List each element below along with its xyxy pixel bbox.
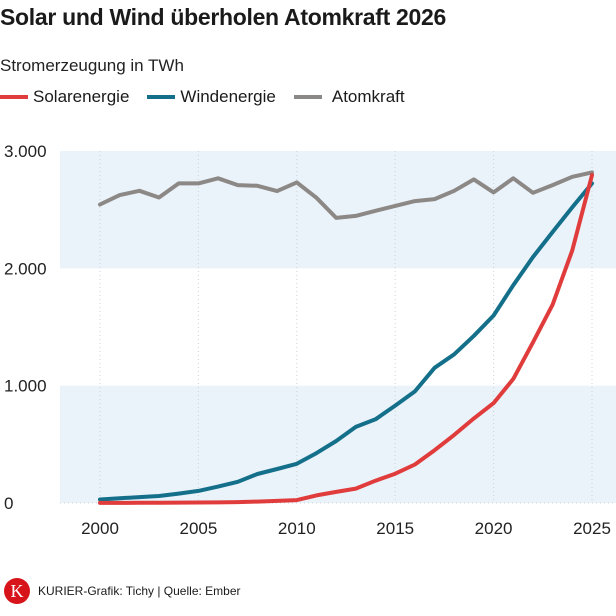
y-tick-label: 0 bbox=[4, 494, 13, 513]
y-tick-label: 1.000 bbox=[4, 377, 47, 396]
y-tick-label: 2.000 bbox=[4, 259, 47, 278]
x-tick-label: 2025 bbox=[573, 519, 611, 538]
chart-title: Solar und Wind überholen Atomkraft 2026 bbox=[0, 4, 447, 30]
legend-item-solar: Solarenergie bbox=[0, 87, 129, 107]
legend: Solarenergie Windenergie Atomkraft bbox=[0, 87, 423, 107]
y-tick-label: 3.000 bbox=[4, 142, 47, 161]
series-line-windenergie bbox=[98, 181, 594, 502]
x-tick-label: 2000 bbox=[81, 519, 119, 538]
x-tick-label: 2010 bbox=[278, 519, 316, 538]
legend-swatch bbox=[147, 95, 176, 99]
footer: K KURIER-Grafik: Tichy | Quelle: Ember bbox=[4, 578, 241, 604]
grid-band bbox=[60, 385, 616, 503]
x-tick-label: 2005 bbox=[179, 519, 217, 538]
legend-swatch bbox=[293, 95, 322, 99]
legend-label: Solarenergie bbox=[33, 87, 130, 106]
grid-band bbox=[60, 151, 616, 269]
chart-subtitle: Stromerzeugung in TWh bbox=[0, 56, 184, 75]
series-line-solarenergie bbox=[98, 173, 594, 505]
kurier-logo: K bbox=[4, 578, 30, 604]
legend-swatch bbox=[0, 95, 28, 99]
series-line-atomkraft bbox=[98, 170, 594, 220]
legend-label: Atomkraft bbox=[331, 87, 405, 106]
legend-label: Windenergie bbox=[180, 87, 276, 106]
source-credit: KURIER-Grafik: Tichy | Quelle: Ember bbox=[38, 584, 241, 598]
legend-item-nuclear: Atomkraft bbox=[293, 87, 405, 107]
legend-item-wind: Windenergie bbox=[147, 87, 276, 107]
x-tick-label: 2020 bbox=[475, 519, 513, 538]
x-tick-label: 2015 bbox=[376, 519, 414, 538]
